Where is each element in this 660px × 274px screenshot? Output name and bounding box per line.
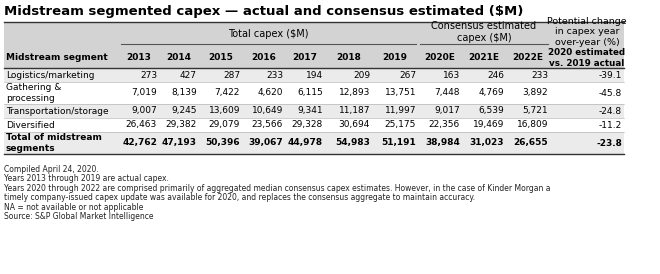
Text: Total of midstream
segments: Total of midstream segments	[6, 133, 102, 153]
Text: 16,809: 16,809	[517, 121, 548, 130]
Text: 163: 163	[443, 70, 460, 79]
Text: 2022E: 2022E	[513, 53, 543, 62]
Text: 26,655: 26,655	[513, 138, 548, 147]
Text: Logistics/marketing: Logistics/marketing	[6, 70, 94, 79]
Text: 4,620: 4,620	[257, 89, 283, 98]
Text: 9,245: 9,245	[172, 107, 197, 116]
Text: 427: 427	[180, 70, 197, 79]
Text: 6,539: 6,539	[478, 107, 504, 116]
Text: 25,175: 25,175	[385, 121, 416, 130]
Text: 10,649: 10,649	[251, 107, 283, 116]
Bar	[4, 22, 624, 68]
Text: 2014: 2014	[166, 53, 191, 62]
Text: 38,984: 38,984	[425, 138, 460, 147]
Text: 39,067: 39,067	[248, 138, 283, 147]
Text: 3,892: 3,892	[522, 89, 548, 98]
Text: Source: S&P Global Market Intelligence: Source: S&P Global Market Intelligence	[4, 212, 154, 221]
Text: Total capex ($M): Total capex ($M)	[228, 29, 309, 39]
Text: 54,983: 54,983	[335, 138, 370, 147]
Text: 7,422: 7,422	[214, 89, 240, 98]
Text: 2013: 2013	[127, 53, 151, 62]
Text: 233: 233	[531, 70, 548, 79]
Text: Transportation/storage: Transportation/storage	[6, 107, 109, 116]
Text: -11.2: -11.2	[599, 121, 622, 130]
Text: 44,978: 44,978	[288, 138, 323, 147]
Text: 194: 194	[306, 70, 323, 79]
Bar	[4, 104, 624, 118]
Text: Years 2020 through 2022 are comprised primarily of aggregated median consensus c: Years 2020 through 2022 are comprised pr…	[4, 184, 550, 193]
Text: 2016: 2016	[251, 53, 276, 62]
Text: 4,769: 4,769	[478, 89, 504, 98]
Text: 6,115: 6,115	[297, 89, 323, 98]
Text: 2020E: 2020E	[424, 53, 455, 62]
Text: 2021E: 2021E	[469, 53, 500, 62]
Text: 11,997: 11,997	[385, 107, 416, 116]
Text: 8,139: 8,139	[171, 89, 197, 98]
Text: Diversified: Diversified	[6, 121, 55, 130]
Text: 42,762: 42,762	[122, 138, 157, 147]
Text: Midstream segment: Midstream segment	[6, 53, 108, 62]
Bar	[4, 68, 624, 82]
Text: 29,079: 29,079	[209, 121, 240, 130]
Text: 13,751: 13,751	[385, 89, 416, 98]
Text: 5,721: 5,721	[522, 107, 548, 116]
Text: 273: 273	[140, 70, 157, 79]
Text: 2020 estimated
vs. 2019 actual: 2020 estimated vs. 2019 actual	[548, 48, 626, 68]
Text: timely company-issued capex update was available for 2020, and replaces the cons: timely company-issued capex update was a…	[4, 193, 475, 202]
Text: 2015: 2015	[208, 53, 233, 62]
Text: 2018: 2018	[336, 53, 361, 62]
Text: Gathering &
processing: Gathering & processing	[6, 83, 61, 103]
Text: 209: 209	[353, 70, 370, 79]
Text: 29,328: 29,328	[292, 121, 323, 130]
Text: 12,893: 12,893	[339, 89, 370, 98]
Bar	[4, 118, 624, 132]
Text: -23.8: -23.8	[596, 138, 622, 147]
Text: -39.1: -39.1	[599, 70, 622, 79]
Text: 19,469: 19,469	[473, 121, 504, 130]
Text: Years 2013 through 2019 are actual capex.: Years 2013 through 2019 are actual capex…	[4, 174, 169, 183]
Text: -45.8: -45.8	[599, 89, 622, 98]
Text: 7,448: 7,448	[434, 89, 460, 98]
Text: -24.8: -24.8	[599, 107, 622, 116]
Text: 233: 233	[266, 70, 283, 79]
Text: 9,017: 9,017	[434, 107, 460, 116]
Text: Consensus estimated
capex ($M): Consensus estimated capex ($M)	[432, 21, 537, 43]
Text: 9,341: 9,341	[298, 107, 323, 116]
Text: 47,193: 47,193	[162, 138, 197, 147]
Text: 2017: 2017	[292, 53, 317, 62]
Text: 287: 287	[223, 70, 240, 79]
Text: 51,191: 51,191	[381, 138, 416, 147]
Text: 11,187: 11,187	[339, 107, 370, 116]
Text: 2019: 2019	[383, 53, 407, 62]
Text: 13,609: 13,609	[209, 107, 240, 116]
Text: 23,566: 23,566	[251, 121, 283, 130]
Text: 22,356: 22,356	[429, 121, 460, 130]
Text: 31,023: 31,023	[469, 138, 504, 147]
Text: 7,019: 7,019	[131, 89, 157, 98]
Bar	[4, 132, 624, 154]
Bar	[4, 82, 624, 104]
Text: 246: 246	[487, 70, 504, 79]
Text: 26,463: 26,463	[126, 121, 157, 130]
Text: NA = not available or not applicable: NA = not available or not applicable	[4, 202, 143, 212]
Text: Potential change
in capex year
over-year (%): Potential change in capex year over-year…	[547, 17, 627, 47]
Text: 30,694: 30,694	[339, 121, 370, 130]
Text: 29,382: 29,382	[166, 121, 197, 130]
Text: Midstream segmented capex — actual and consensus estimated ($M): Midstream segmented capex — actual and c…	[4, 5, 523, 19]
Text: 9,007: 9,007	[131, 107, 157, 116]
Text: 50,396: 50,396	[205, 138, 240, 147]
Text: Compiled April 24, 2020.: Compiled April 24, 2020.	[4, 165, 99, 174]
Text: 267: 267	[399, 70, 416, 79]
